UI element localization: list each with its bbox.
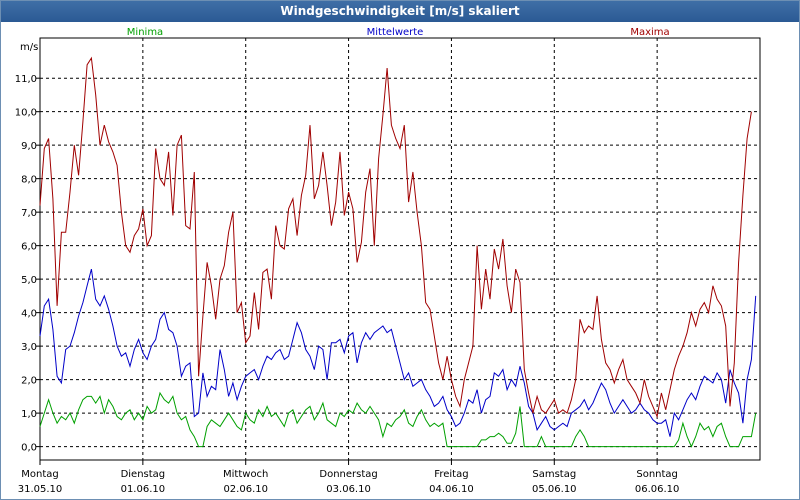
series-line-maxima	[39, 56, 752, 419]
window-title: Windgeschwindigkeit [m/s] skaliert	[1, 1, 799, 22]
x-tick-day: Dienstag	[121, 469, 166, 480]
x-tick-date: 04.06.10	[429, 484, 474, 495]
y-tick-label: 7,0	[21, 208, 37, 219]
y-tick-label: 8,0	[21, 175, 37, 186]
x-tick-date: 06.06.10	[635, 484, 680, 495]
legend-entry-maxima: Maxima	[630, 27, 669, 38]
x-tick-date: 03.06.10	[326, 484, 371, 495]
y-tick-label: 5,0	[21, 275, 37, 286]
x-tick-day: Samstag	[532, 469, 576, 480]
legend-entry-mittelwerte: Mittelwerte	[367, 27, 424, 38]
y-tick-label: 10,0	[15, 108, 37, 119]
x-tick-day: Sonntag	[636, 469, 678, 480]
y-axis-label: m/s	[20, 42, 38, 53]
y-tick-label: 4,0	[21, 309, 37, 320]
y-tick-label: 1,0	[21, 409, 37, 420]
y-tick-label: 3,0	[21, 342, 37, 353]
x-tick-day: Montag	[21, 469, 58, 480]
legend-entry-minima: Minima	[127, 27, 163, 38]
series-line-minima	[39, 391, 757, 448]
plot-frame	[39, 37, 761, 461]
y-tick-label: 2,0	[21, 376, 37, 387]
series-lines	[39, 56, 757, 448]
x-tick-date: 05.06.10	[532, 484, 577, 495]
y-axis-ticks: 0,0 1,0 2,0 3,0 4,0 5,0 6,0 7,0 8,0 9,0 10,0 11,0	[15, 74, 40, 454]
x-tick-day: Freitag	[434, 469, 468, 480]
x-axis-ticks: Montag 31.05.10 Dienstag 01.06.10 Mittwoch 02…	[18, 460, 680, 495]
chart-grid	[40, 38, 760, 460]
series-line-mittelwerte	[39, 268, 757, 437]
y-tick-label: 9,0	[21, 141, 37, 152]
legend: Minima Mittelwerte Maxima	[127, 27, 670, 38]
y-tick-label: 0,0	[21, 443, 37, 454]
y-tick-label: 11,0	[15, 74, 37, 85]
x-tick-date: 02.06.10	[223, 484, 268, 495]
x-tick-day: Donnerstag	[319, 469, 377, 480]
y-tick-label: 6,0	[21, 242, 37, 253]
x-tick-date: 31.05.10	[18, 484, 63, 495]
x-tick-date: 01.06.10	[121, 484, 166, 495]
x-tick-day: Mittwoch	[223, 469, 268, 480]
